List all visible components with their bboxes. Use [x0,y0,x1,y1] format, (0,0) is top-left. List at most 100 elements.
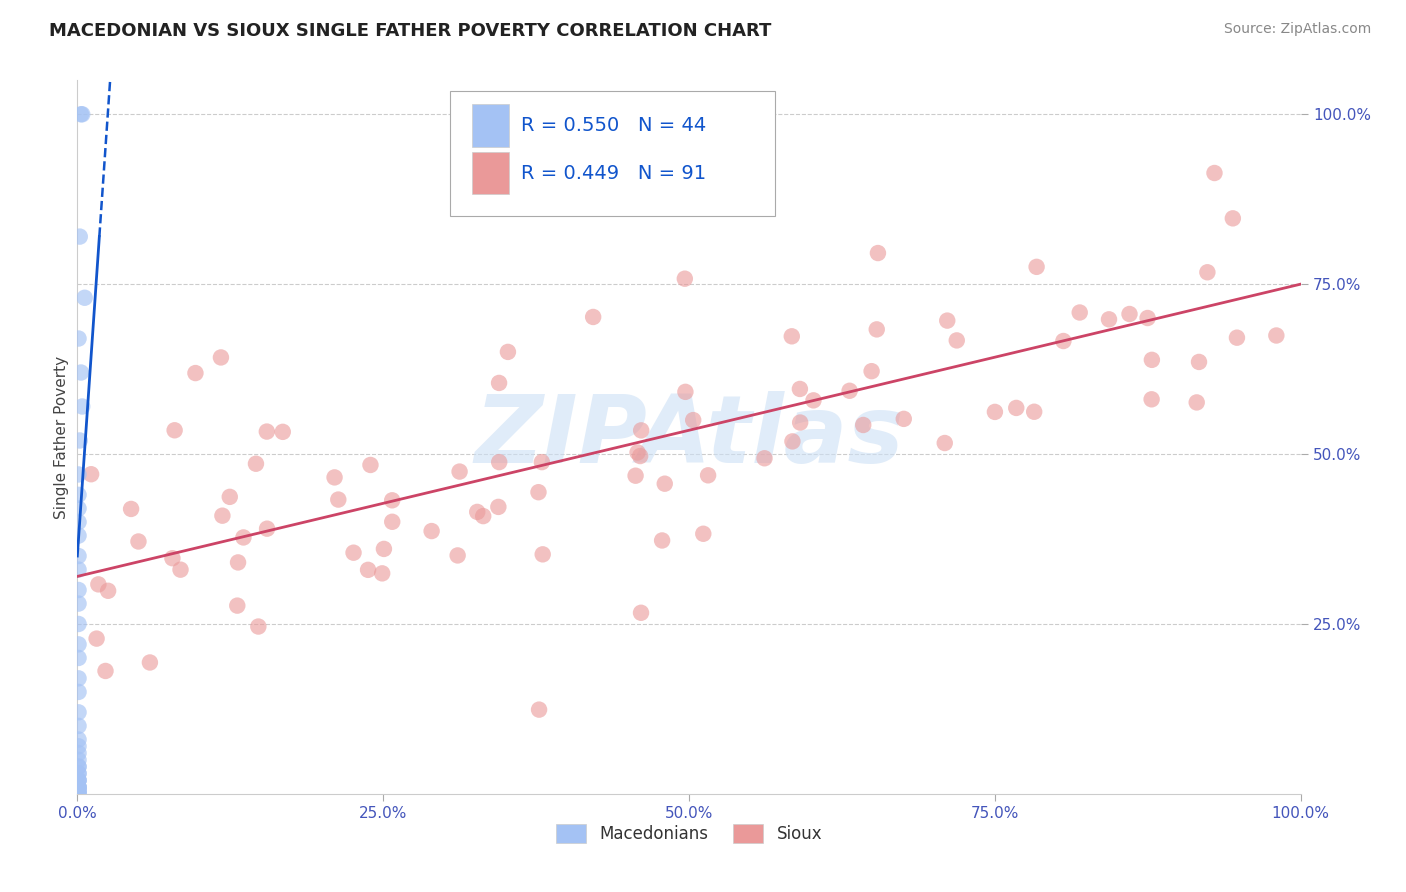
Point [531,547,554,561]
Text: MACEDONIAN VS SIOUX SINGLE FATHER POVERTY CORRELATION CHART: MACEDONIAN VS SIOUX SINGLE FATHER POVERT… [49,22,772,40]
Point [789,382,811,396]
Legend: Macedonians, Sioux: Macedonians, Sioux [550,817,828,850]
Point [67,766,90,780]
Point [70,400,93,414]
Point [1136,311,1159,326]
Point [373,541,395,556]
Point [69,434,91,448]
Point [245,457,267,471]
Point [630,423,652,437]
Point [860,364,883,378]
Point [381,515,404,529]
Point [1204,166,1226,180]
Point [488,455,510,469]
Point [1265,328,1288,343]
Point [67,786,90,800]
Point [1098,312,1121,326]
Point [87,577,110,591]
Point [1197,265,1219,279]
Point [67,515,90,529]
Point [67,773,90,788]
Point [67,746,90,760]
Point [67,780,90,794]
Point [67,563,90,577]
Point [342,546,364,560]
Point [86,632,108,646]
Point [789,416,811,430]
Point [1069,305,1091,319]
Point [67,488,90,502]
Point [984,405,1007,419]
Bar [472,103,509,146]
Point [184,366,207,380]
Point [449,465,471,479]
Point [357,563,380,577]
Point [120,502,142,516]
Point [67,780,90,794]
Point [127,534,149,549]
Point [654,476,676,491]
Point [67,787,90,801]
Point [271,425,294,439]
Point [80,467,103,482]
Point [866,322,889,336]
Point [67,760,90,774]
Point [67,783,90,797]
Point [582,310,605,324]
Point [866,246,889,260]
Point [803,393,825,408]
Point [218,490,240,504]
Point [67,739,90,754]
Point [247,619,270,633]
Point [1185,395,1208,409]
Point [530,455,553,469]
Point [1140,352,1163,367]
Point [67,637,90,651]
Text: Source: ZipAtlas.com: Source: ZipAtlas.com [1223,22,1371,37]
Point [1188,355,1211,369]
Point [97,583,120,598]
Point [67,753,90,767]
Point [651,533,673,548]
Point [527,485,550,500]
Text: ZIPAtlas: ZIPAtlas [474,391,904,483]
Point [67,719,90,733]
Point [624,468,647,483]
Point [256,425,278,439]
Point [359,458,381,472]
Point [626,445,648,459]
Point [446,549,468,563]
Point [67,766,90,780]
Point [1005,401,1028,415]
Point [852,417,875,432]
Point [328,492,350,507]
Point [211,508,233,523]
Point [692,526,714,541]
Point [67,549,90,563]
Point [465,505,488,519]
Point [70,107,93,121]
Point [162,551,184,566]
Y-axis label: Single Father Poverty: Single Father Poverty [53,356,69,518]
Point [67,785,90,799]
Point [628,449,651,463]
Point [1222,211,1244,226]
Point [1226,331,1249,345]
Point [754,451,776,466]
Point [67,332,90,346]
Point [323,470,346,484]
Point [70,366,93,380]
Point [420,524,443,538]
Bar [472,152,509,194]
Point [1140,392,1163,407]
Point [673,271,696,285]
Point [381,493,404,508]
Point [67,671,90,685]
Point [67,760,90,774]
Point [67,780,90,794]
Point [67,597,90,611]
Point [682,413,704,427]
Text: R = 0.550   N = 44: R = 0.550 N = 44 [522,116,707,135]
Point [486,500,509,514]
Text: R = 0.449   N = 91: R = 0.449 N = 91 [522,163,706,183]
